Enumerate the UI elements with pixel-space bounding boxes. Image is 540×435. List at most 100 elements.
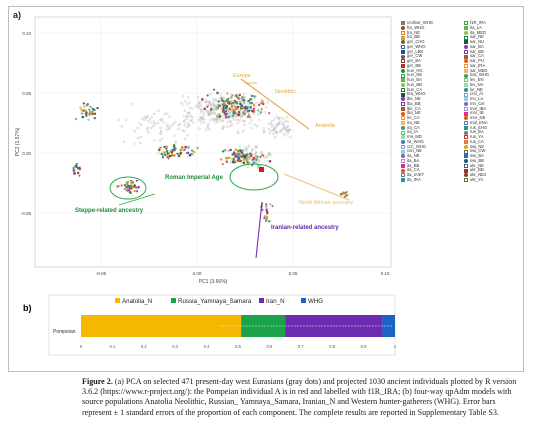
ancient-sample-point [229,101,232,104]
ancient-sample-point [212,88,216,92]
legend-label: ira_CA [407,124,420,130]
present-day-dot [281,121,284,124]
roman-label: Roman Imperial Age [165,175,223,181]
legend-label: lre_CA [407,115,420,120]
legend-item: ita_NE [401,153,463,159]
present-day-dot [158,139,162,143]
legend-label: sar_BA [470,43,484,49]
present-day-dot [198,116,202,119]
pompeian-row-label: Pompeian [53,329,76,335]
ancient-sample-point [243,113,247,116]
ancient-sample-point [161,153,164,156]
present-day-dot [221,126,225,130]
present-day-dot [222,125,225,128]
present-day-dot [200,121,203,124]
qpadm-legend-swatch [115,298,120,303]
legend-label: ukr_NE2 [470,172,487,177]
ancient-sample-point [190,149,194,153]
legend-item: crel_Ar [464,91,526,97]
present-day-dot [241,129,245,133]
legend-item: fra_BB [401,34,463,40]
x-tick-4: 0.10 [381,271,390,276]
ancient-sample-point [237,97,240,100]
ancient-sample-point [252,162,256,165]
present-day-dot [117,118,120,122]
legend-item: mn_Cel [464,101,526,107]
ancient-sample-point [229,161,232,164]
pca-gridlines [35,17,391,267]
present-day-dot [153,139,156,142]
present-day-dot [150,115,154,119]
present-day-dot [284,134,287,137]
present-day-dot [257,159,261,163]
present-day-dot [212,111,216,115]
legend-symbol [464,97,468,102]
present-day-dot [188,101,191,104]
legend-symbol [464,49,468,54]
legend-symbol [401,73,405,78]
ancient-sample-point [345,191,348,194]
ancient-sample-point [239,102,242,105]
present-day-dot [187,124,191,127]
ancient-sample-point [81,109,84,112]
ancient-sample-point [169,150,172,153]
legend-item: mn_La [464,96,526,102]
legend-item: rus_EHG [464,125,526,131]
ancient-sample-point [257,103,261,107]
ancient-sample-point [196,146,199,150]
ancient-sample-point [182,148,185,151]
present-day-dot [146,128,149,131]
legend-item: vit_WHG [401,139,463,145]
ancient-sample-point [81,115,85,119]
legend-symbol [464,64,468,69]
present-day-dot [212,119,215,122]
legend-symbol [401,178,405,183]
ancient-sample-point [265,205,268,208]
ancient-sample-point [239,153,243,156]
legend-label: hun_NE [407,72,423,78]
present-day-dot [174,141,177,144]
present-day-dot [152,120,156,123]
ancient-sample-point [191,153,194,156]
legend-item: hun_HG [401,68,463,74]
legend-label: mn_La [470,96,483,101]
present-day-dot [228,124,232,128]
present-day-dot [264,105,268,109]
ancient-sample-point [222,105,225,109]
legend-label: ger_CHG [407,39,425,44]
present-day-dot [203,117,206,121]
ancient-sample-point [206,94,209,97]
present-day-dot [139,135,142,139]
legend-symbol [401,173,405,178]
legend-label: rus_YA [470,134,484,139]
ancient-sample-point [170,150,174,154]
legend-item: ger_BB [401,63,463,69]
legend-symbol [464,178,468,183]
present-day-dot [260,151,264,154]
legend-item: sar_BA [464,43,526,50]
ancient-sample-point [233,153,237,156]
present-day-dot [191,121,195,124]
ancient-sample-point [93,112,97,115]
legend-symbol [401,59,405,64]
ancient-sample-point [206,105,209,109]
qpadm-legend-label: Iran_N [266,298,285,305]
legend-label: con_NE [407,148,422,154]
present-day-dot [284,119,287,123]
qpadm-legend-swatch [259,298,264,303]
legend-item: mor_IBA [464,106,526,112]
ancient-sample-point [87,118,90,122]
present-day-dot [244,146,247,149]
ancient-sample-point [181,146,184,149]
legend-symbol [464,135,468,140]
present-day-dot [185,117,188,121]
ancient-sample-point [193,150,196,154]
ancient-sample-point [262,154,265,158]
ancient-sample-point [179,148,182,151]
ancient-sample-point [176,152,179,156]
present-day-dot [269,121,273,125]
ancient-sample-point [80,112,84,115]
ancient-sample-point [240,97,244,100]
ancient-sample-point [237,111,241,114]
legend-label: lev_EN [470,77,484,82]
